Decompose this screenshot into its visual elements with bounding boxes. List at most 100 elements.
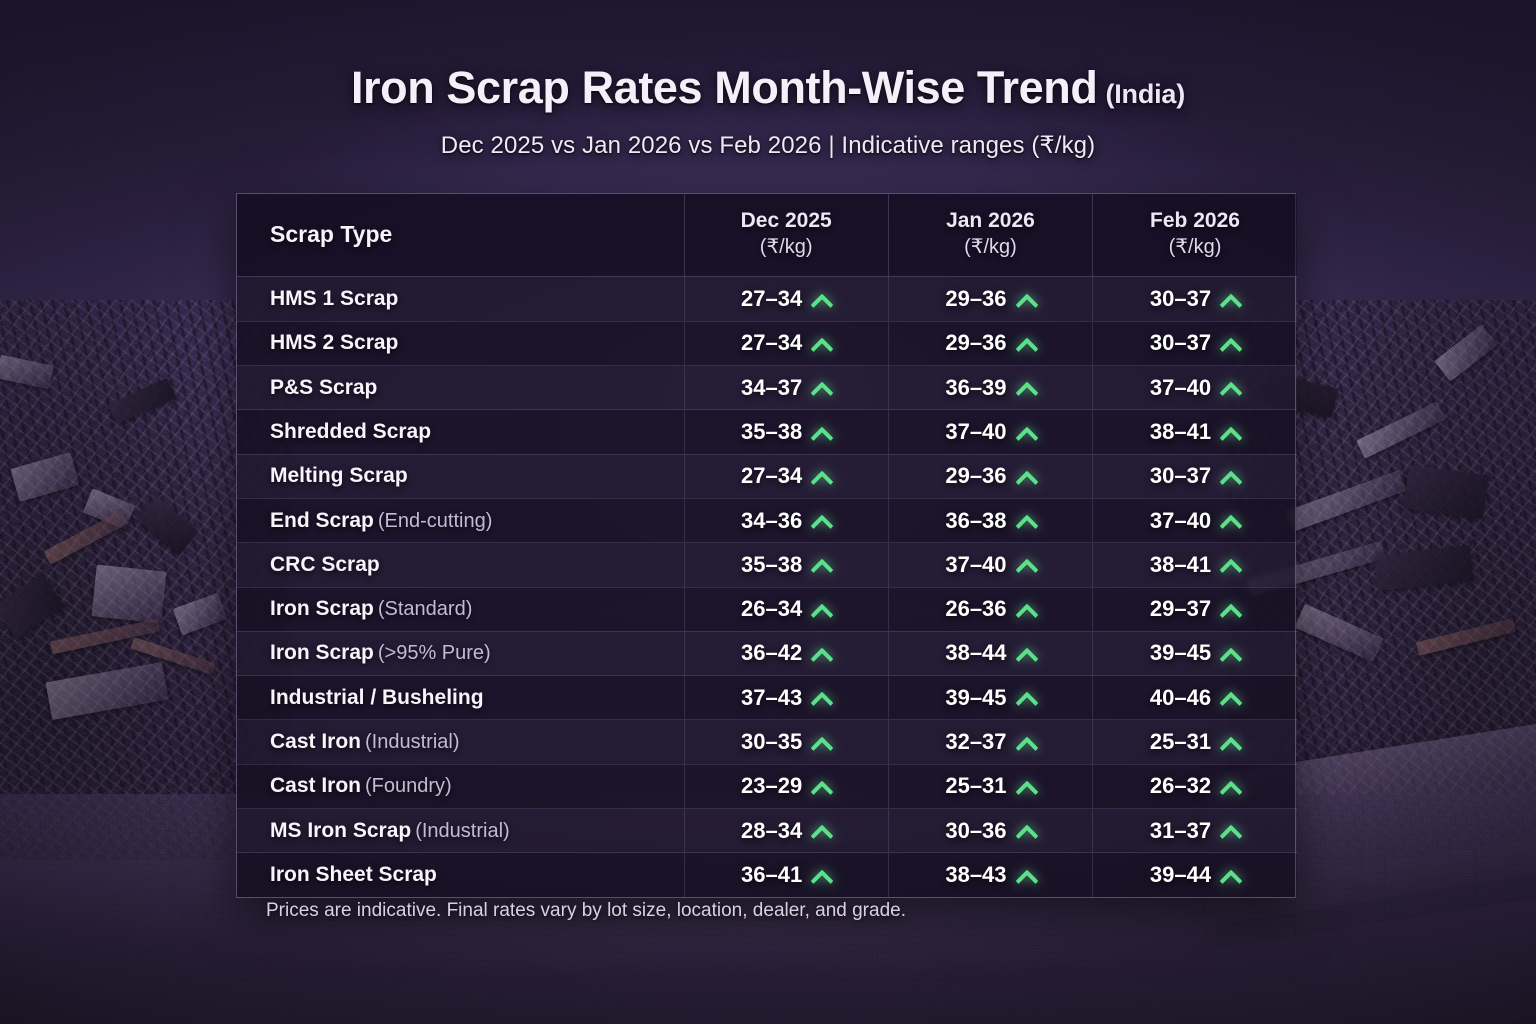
cell-dec-2025: 26–34 (683, 586, 889, 632)
cell-jan-2026: 38–44 (887, 630, 1093, 676)
cell-jan-2026: 29–36 (887, 320, 1093, 366)
value-with-trend: 38–44 (945, 640, 1035, 666)
cell-scrap-type: Iron Scrap (Standard) (237, 586, 684, 632)
scrap-type-name: End Scrap (270, 508, 374, 532)
value-with-trend: 32–37 (945, 729, 1035, 755)
chevron-up-icon (1017, 777, 1036, 796)
chevron-up-icon (1017, 378, 1036, 397)
cell-scrap-type: End Scrap (End-cutting) (237, 497, 684, 543)
table-row[interactable]: Industrial / Busheling 37–43 39–45 40–46 (237, 675, 1297, 720)
chevron-up-icon (812, 821, 831, 840)
cell-dec-2025: 23–29 (683, 763, 889, 809)
cell-jan-2026: 36–39 (887, 365, 1093, 410)
chevron-up-icon (1017, 733, 1036, 752)
scrap-type-name: HMS 2 Scrap (270, 331, 399, 355)
scrap-type-qualifier: (Industrial) (415, 819, 510, 842)
cell-feb-2026: 39–45 (1092, 630, 1297, 676)
chevron-up-icon (812, 733, 831, 752)
cell-scrap-type: CRC Scrap (237, 542, 684, 588)
price-range: 37–43 (741, 684, 803, 710)
chevron-up-icon (812, 600, 831, 619)
price-range: 37–40 (945, 419, 1007, 444)
value-with-trend: 36–39 (945, 375, 1035, 401)
value-with-trend: 37–40 (1150, 375, 1240, 401)
price-range: 27–34 (741, 463, 803, 489)
cell-dec-2025: 36–42 (683, 630, 889, 676)
scrap-type-name: P&S Scrap (270, 375, 378, 399)
table-row[interactable]: Iron Scrap (>95% Pure) 36–42 38–44 39–45 (237, 630, 1297, 676)
chevron-up-icon (812, 777, 831, 796)
column-header-feb-2026[interactable]: Feb 2026 (₹/kg) (1092, 194, 1297, 278)
table-row[interactable]: Iron Sheet Scrap 36–41 38–43 39–44 (237, 852, 1297, 898)
value-with-trend: 30–37 (1150, 330, 1240, 356)
chevron-up-icon (1221, 688, 1240, 707)
value-with-trend: 39–44 (1150, 862, 1240, 888)
chevron-up-icon (1017, 467, 1036, 486)
cell-jan-2026: 26–36 (887, 586, 1093, 632)
table-row[interactable]: Melting Scrap 27–34 29–36 30–37 (237, 453, 1297, 499)
value-with-trend: 36–42 (741, 640, 831, 666)
value-with-trend: 30–37 (1150, 286, 1240, 312)
table-row[interactable]: HMS 2 Scrap 27–34 29–36 30–37 (237, 320, 1297, 366)
scrap-type-qualifier: (Standard) (377, 598, 473, 621)
table-row[interactable]: CRC Scrap 35–38 37–40 38–41 (237, 542, 1297, 588)
price-range: 36–42 (741, 640, 803, 666)
table-row[interactable]: HMS 1 Scrap 27–34 29–36 30–37 (237, 276, 1297, 322)
value-with-trend: 37–40 (945, 552, 1035, 578)
chevron-up-icon (1017, 423, 1036, 442)
cell-jan-2026: 38–43 (887, 852, 1093, 898)
table-row[interactable]: Shredded Scrap 35–38 37–40 38–41 (237, 409, 1297, 455)
price-range: 36–38 (945, 507, 1007, 533)
price-range: 27–34 (741, 286, 803, 312)
column-header-label: Feb 2026 (1150, 209, 1240, 232)
price-range: 30–37 (1149, 330, 1212, 356)
table-row[interactable]: Cast Iron (Industrial) 30–35 32–37 25–31 (237, 719, 1297, 765)
cell-dec-2025: 27–34 (683, 453, 889, 499)
cell-jan-2026: 39–45 (887, 675, 1093, 720)
column-header-scrap-type[interactable]: Scrap Type (237, 194, 684, 278)
value-with-trend: 37–43 (741, 685, 831, 711)
scrap-type-qualifier: (>95% Pure) (377, 642, 491, 665)
value-with-trend: 37–40 (1150, 508, 1240, 534)
value-with-trend: 35–38 (741, 419, 831, 445)
column-header-unit: (₹/kg) (1168, 235, 1222, 258)
column-header-label: Jan 2026 (946, 209, 1035, 232)
value-with-trend: 28–34 (741, 818, 831, 844)
price-range: 25–31 (1149, 729, 1212, 755)
cell-feb-2026: 39–44 (1092, 852, 1297, 898)
cell-feb-2026: 30–37 (1092, 320, 1297, 366)
table-row[interactable]: P&S Scrap 34–37 36–39 37–40 (237, 365, 1297, 410)
cell-scrap-type: Iron Sheet Scrap (237, 852, 684, 898)
scrap-type-name: Iron Sheet Scrap (270, 863, 437, 887)
chevron-up-icon (1221, 467, 1240, 486)
chevron-up-icon (812, 378, 831, 397)
value-with-trend: 37–40 (945, 419, 1035, 445)
scrap-type-name: Cast Iron (270, 774, 362, 798)
table-row[interactable]: End Scrap (End-cutting) 34–36 36–38 37–40 (237, 497, 1297, 543)
cell-jan-2026: 37–40 (887, 542, 1093, 588)
price-range: 25–31 (945, 773, 1007, 799)
cell-jan-2026: 30–36 (887, 808, 1093, 853)
chevron-up-icon (1221, 555, 1240, 574)
value-with-trend: 38–43 (945, 862, 1035, 888)
price-range: 26–34 (741, 596, 803, 622)
value-with-trend: 29–36 (945, 286, 1035, 312)
cell-dec-2025: 28–34 (683, 808, 889, 853)
price-range: 37–40 (945, 551, 1007, 577)
value-with-trend: 26–34 (741, 596, 831, 622)
header-block: Iron Scrap Rates Month-Wise Trend (India)… (0, 0, 1536, 160)
value-with-trend: 27–34 (741, 286, 831, 312)
chevron-up-icon (812, 555, 831, 574)
value-with-trend: 27–34 (741, 463, 831, 489)
column-header-jan-2026[interactable]: Jan 2026 (₹/kg) (887, 194, 1093, 278)
cell-scrap-type: P&S Scrap (237, 365, 684, 410)
table-row[interactable]: Iron Scrap (Standard) 26–34 26–36 29–37 (237, 586, 1297, 632)
table-row[interactable]: MS Iron Scrap (Industrial) 28–34 30–36 31–37 (237, 808, 1297, 853)
page-title-main: Iron Scrap Rates Month-Wise Trend (350, 62, 1098, 113)
table-row[interactable]: Cast Iron (Foundry) 23–29 25–31 26–32 (237, 763, 1297, 809)
chevron-up-icon (1017, 644, 1036, 663)
price-range: 38–41 (1149, 419, 1212, 444)
cell-scrap-type: Industrial / Busheling (237, 675, 684, 720)
value-with-trend: 23–29 (741, 773, 831, 799)
column-header-dec-2025[interactable]: Dec 2025 (₹/kg) (683, 194, 889, 278)
